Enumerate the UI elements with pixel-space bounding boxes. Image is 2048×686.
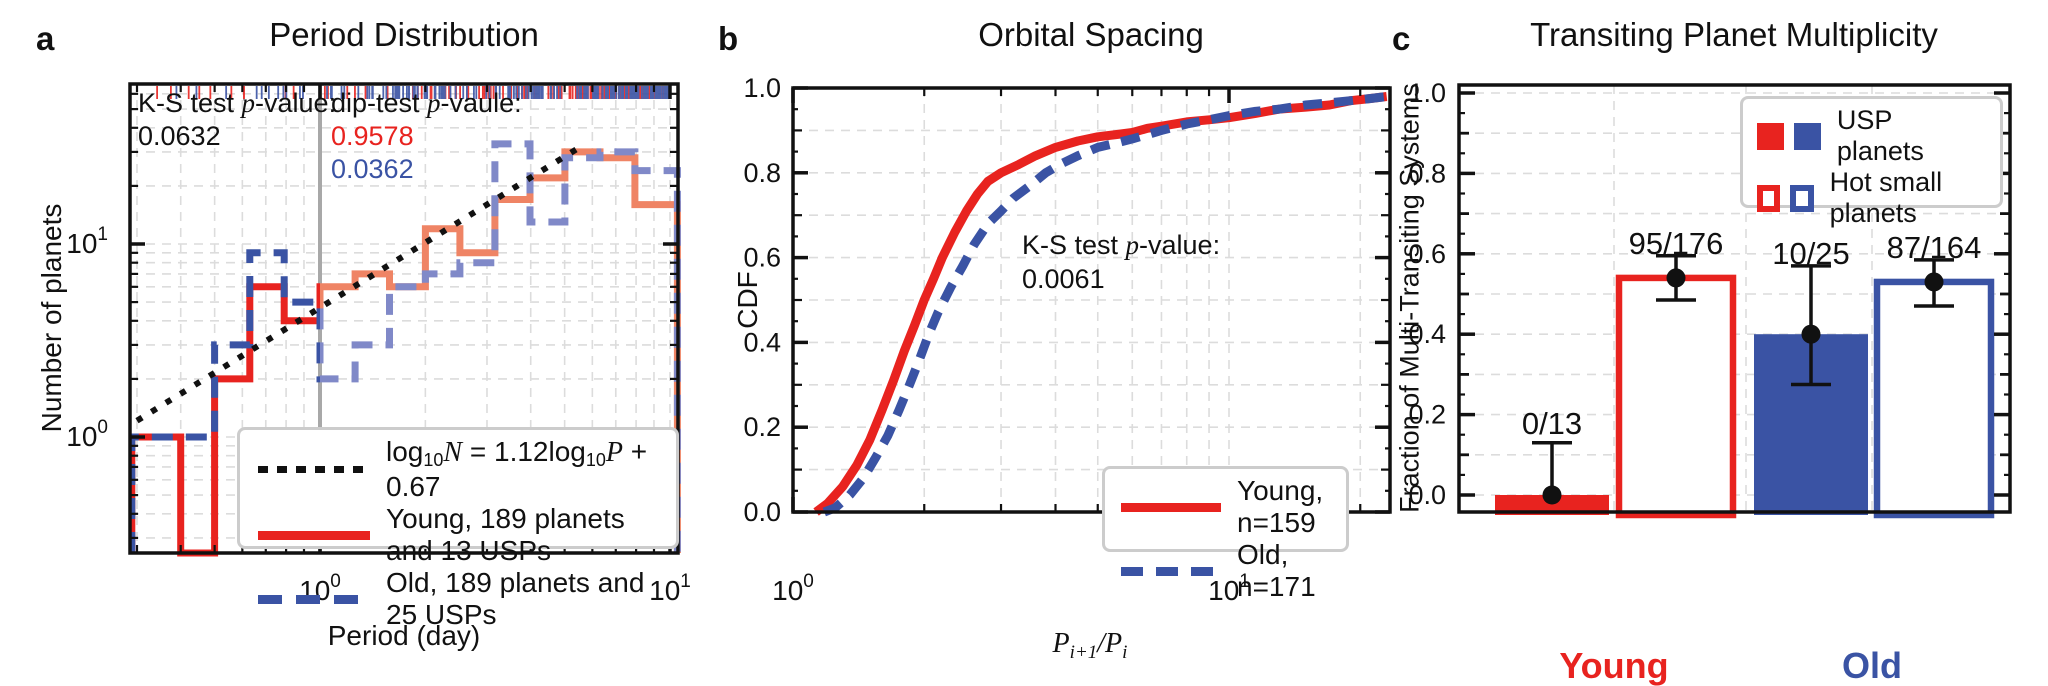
legend-item-old-cdf: Old, n=171 [1121, 539, 1330, 603]
panel-b-ks-label: K-S test p-value: [1022, 230, 1221, 260]
y-tick-label: 1.0 [1408, 78, 1446, 108]
panel-a-ks-label: K-S test p-value: [138, 88, 337, 118]
legend-item-old: Old, 189 planets and 25 USPs [258, 567, 658, 631]
blue-dashed-line-sample-icon [258, 594, 370, 604]
red-filled-square-icon [1757, 122, 1784, 150]
young-cdf-curve [813, 92, 1388, 516]
legend-old-label: Old, n=171 [1237, 539, 1316, 602]
legend-young-label: Young, n=159 [1237, 475, 1324, 538]
y-tick-label: 100 [66, 417, 108, 452]
y-tick-label: 0.6 [1408, 239, 1446, 269]
error-bar [1914, 258, 1954, 308]
old-histogram-above-1day [320, 140, 681, 553]
panel-b-title: Orbital Spacing [978, 16, 1204, 53]
legend-hot-label: Hot small planets [1829, 167, 1943, 228]
group-label-old: Old [1842, 645, 1902, 686]
panel-c-frame [1457, 83, 2012, 514]
panel-a-dip-value-young: 0.9578 [331, 121, 414, 151]
panel-c-ylabel: Fraction of Multi-Transiting Systems [1394, 83, 1425, 513]
panel-a-ks-value: 0.0632 [138, 121, 221, 151]
error-bar-dot [1924, 272, 1944, 292]
legend-fit-label: log10N = 1.12log10P + 0.67 [386, 436, 648, 502]
legend-item-young-cdf: Young, n=159 [1121, 475, 1330, 539]
legend-usp-label: USP planets [1836, 105, 1924, 166]
panel-c-letter: c [1392, 20, 1411, 57]
panel-a-frame [128, 82, 680, 555]
panel-b-letter: b [718, 20, 739, 57]
legend-item-young: Young, 189 planets and 13 USPs [258, 503, 658, 567]
panel-b-gridlines [793, 88, 1390, 512]
panel-b-xlabel: Pi+1/Pi [1052, 628, 1128, 663]
y-tick-label: 0.0 [743, 497, 781, 527]
legend-item-hot: Hot small planets [1757, 167, 1986, 229]
legend-old-label: Old, 189 planets and 25 USPs [386, 567, 645, 630]
bar-young-usp [1495, 495, 1609, 515]
error-bar-dot [1666, 268, 1686, 288]
x-tick-label: 101 [649, 571, 691, 606]
bar-annotation-old-hot: 87/164 [1886, 230, 1982, 265]
red-line-sample-icon [1121, 502, 1221, 512]
y-tick-label: 0.2 [1408, 400, 1446, 430]
panel-a-dip-value-old: 0.0362 [331, 154, 414, 184]
error-bar-dot [1542, 485, 1562, 505]
error-bar-dot [1801, 324, 1821, 344]
panel-b-frame [791, 86, 1392, 514]
y-tick-label: 0.2 [743, 412, 781, 442]
dotted-line-sample-icon [258, 466, 370, 473]
fit-line [135, 143, 584, 424]
bar-annotation-young-hot: 95/176 [1628, 226, 1724, 261]
legend-young-label: Young, 189 planets and 13 USPs [386, 503, 625, 566]
old-histogram-below-1day [130, 249, 320, 553]
legend-item-fit-line: log10N = 1.12log10P + 0.67 [258, 436, 658, 503]
blue-dashed-line-sample-icon [1121, 566, 1221, 576]
panel-c-legend: USP planets Hot small planets [1740, 96, 2003, 228]
bar-annotation-young-usp: 0/13 [1521, 406, 1583, 441]
old-cdf-curve [822, 92, 1388, 517]
panel-c-title: Transiting Planet Multiplicity [1530, 16, 1938, 53]
blue-open-square-icon [1790, 184, 1814, 212]
y-tick-label: 0.8 [743, 158, 781, 188]
y-tick-label: 0.6 [743, 243, 781, 273]
rug-plot [156, 86, 671, 99]
red-open-square-icon [1757, 184, 1781, 212]
y-tick-label: 1.0 [743, 73, 781, 103]
y-tick-label: 0.8 [1408, 158, 1446, 188]
y-tick-label: 0.4 [1408, 319, 1446, 349]
x-tick-label: 100 [772, 571, 814, 606]
x-tick-label: 101 [1208, 571, 1250, 606]
group-label-young: Young [1559, 645, 1669, 686]
bar-annotation-old-usp: 10/25 [1772, 236, 1850, 271]
error-bar [1791, 264, 1831, 387]
error-bar [1656, 254, 1696, 302]
young-histogram-below-1day [130, 283, 320, 557]
panel-a-legend: log10N = 1.12log10P + 0.67 Young, 189 pl… [237, 427, 679, 630]
error-bar [1532, 440, 1572, 505]
red-line-sample-icon [258, 530, 370, 540]
panel-b-ks-value: 0.0061 [1022, 264, 1105, 294]
panel-a-dip-label: dip-test p-vaule: [331, 88, 522, 118]
panel-c-plot: 0.0 0.2 0.4 0.6 0.8 1.0 [1408, 78, 2012, 519]
panel-b-legend: Young, n=159 Old, n=171 [1102, 466, 1349, 602]
y-tick-label: 0.4 [743, 327, 781, 357]
panel-a-ylabel: Number of planets [36, 203, 67, 433]
bar-young-hot [1615, 274, 1737, 519]
y-tick-label: 101 [66, 224, 108, 259]
panel-b-ticks [791, 86, 1390, 514]
bar-old-hot [1873, 278, 1995, 519]
panel-a-title: Period Distribution [269, 16, 539, 53]
y-tick-label: 0.0 [1408, 480, 1446, 510]
panel-a-xlabel: Period (day) [327, 620, 481, 651]
panel-b-plot: 100 101 0.0 0.2 0.4 0.6 0.8 1.0 [743, 73, 1392, 606]
panel-b-ylabel: CDF [732, 271, 763, 329]
panel-a-letter: a [36, 20, 55, 57]
legend-item-usp: USP planets [1757, 105, 1986, 167]
blue-filled-square-icon [1793, 122, 1821, 150]
